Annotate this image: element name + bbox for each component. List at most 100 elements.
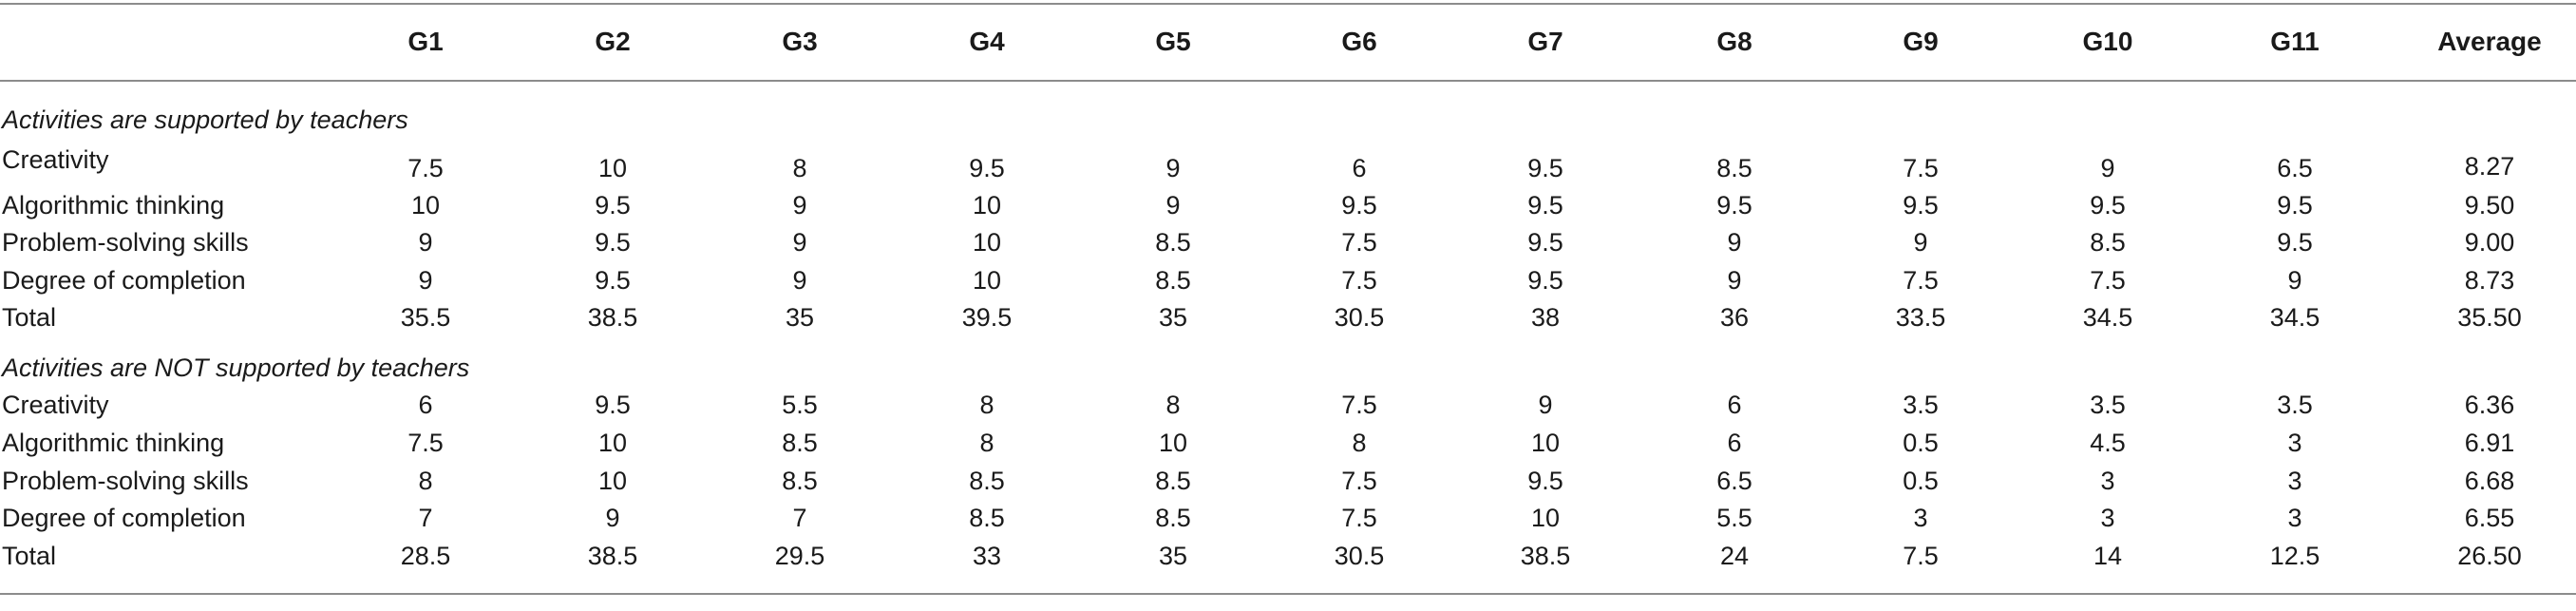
- table-cell: 9: [1165, 191, 1181, 220]
- table-cell: 35.5: [400, 303, 451, 332]
- table-row: Creativity 6 9.5 5.5 8 8 7.5 9 6 3.5 3.5…: [0, 388, 2576, 422]
- table-row: Problem-solving skills 8 10 8.5 8.5 8.5 …: [0, 464, 2576, 498]
- table-cell-average: 6.55: [2464, 504, 2515, 532]
- table-cell: 8.5: [1155, 467, 1191, 495]
- table-cell: 9.5: [595, 228, 631, 257]
- table-cell: 24: [1719, 542, 1750, 570]
- table-cell: 9: [1165, 154, 1181, 182]
- table-cell: 9: [792, 228, 807, 257]
- table-cell: 8: [1352, 429, 1367, 457]
- table-cell: 7.5: [1341, 467, 1377, 495]
- table-cell: 38.5: [587, 303, 638, 332]
- table-cell: 9.5: [1527, 191, 1563, 220]
- table-cell: 10: [972, 266, 1002, 295]
- table-cell: 8: [792, 154, 807, 182]
- table-cell: 8.5: [1155, 266, 1191, 295]
- table-cell: 3.5: [2277, 391, 2313, 419]
- column-header-g2: G2: [595, 27, 631, 56]
- row-label: Problem-solving skills: [2, 228, 249, 257]
- table-cell: 9: [1538, 391, 1553, 419]
- table-cell: 0.5: [1903, 467, 1939, 495]
- table-cell: 9.5: [2090, 191, 2126, 220]
- table-cell: 9.5: [595, 191, 631, 220]
- table-cell: 9.5: [1527, 228, 1563, 257]
- table-cell: 7.5: [1903, 266, 1939, 295]
- table-cell: 7.5: [1341, 228, 1377, 257]
- table-cell-average: 8.27: [2464, 152, 2515, 181]
- table-cell: 9: [2100, 154, 2115, 182]
- table-cell: 38.5: [1520, 542, 1571, 570]
- table-cell: 28.5: [400, 542, 451, 570]
- column-header-g6: G6: [1341, 27, 1377, 56]
- table-cell: 5.5: [1716, 504, 1752, 532]
- table-cell: 3.5: [1903, 391, 1939, 419]
- table-cell: 33.5: [1895, 303, 1946, 332]
- table-cell: 8.5: [782, 429, 818, 457]
- table-cell: 3: [2287, 429, 2302, 457]
- table-cell: 9.5: [595, 391, 631, 419]
- table-cell: 7.5: [1341, 266, 1377, 295]
- table-cell: 8.5: [969, 467, 1005, 495]
- table-cell: 38: [1530, 303, 1561, 332]
- row-label: Problem-solving skills: [2, 467, 249, 495]
- table-cell-average: 6.91: [2464, 429, 2515, 457]
- table-cell: 30.5: [1334, 542, 1385, 570]
- table-cell: 9: [1913, 228, 1928, 257]
- column-header-g8: G8: [1716, 27, 1752, 56]
- table-cell: 33: [972, 542, 1002, 570]
- table-row: Creativity 7.5 10 8 9.5 9 6 9.5 8.5 7.5 …: [0, 145, 2576, 185]
- table-cell: 10: [972, 191, 1002, 220]
- table-cell-average: 6.68: [2464, 467, 2515, 495]
- table-cell: 9.5: [2277, 228, 2313, 257]
- table-cell-average: 6.36: [2464, 391, 2515, 419]
- table-cell: 6: [1727, 429, 1742, 457]
- table-cell-average: 8.73: [2464, 266, 2515, 295]
- table-cell: 38.5: [587, 542, 638, 570]
- column-header-g7: G7: [1527, 27, 1563, 56]
- table-header: G1 G2 G3 G4 G5 G6 G7 G8 G9 G10 G11 Avera…: [0, 23, 2576, 61]
- table-cell-average: 9.50: [2464, 191, 2515, 220]
- table-cell: 35: [1158, 303, 1188, 332]
- row-label: Creativity: [2, 145, 109, 174]
- table-cell: 10: [1530, 429, 1561, 457]
- table-cell: 36: [1719, 303, 1750, 332]
- table-cell: 9: [605, 504, 620, 532]
- table-cell: 9: [418, 266, 433, 295]
- table-cell: 8.5: [782, 467, 818, 495]
- header-rule: [0, 80, 2576, 82]
- row-label: Algorithmic thinking: [2, 191, 225, 220]
- table-cell: 8: [979, 391, 994, 419]
- table-cell-average: 9.00: [2464, 228, 2515, 257]
- table-cell: 6.5: [2277, 154, 2313, 182]
- column-header-g3: G3: [782, 27, 818, 56]
- table-cell: 7.5: [1341, 504, 1377, 532]
- table-cell: 8.5: [969, 504, 1005, 532]
- table-cell: 9: [792, 266, 807, 295]
- column-header-g9: G9: [1903, 27, 1939, 56]
- table-cell: 3: [2287, 467, 2302, 495]
- table-row: Problem-solving skills 9 9.5 9 10 8.5 7.…: [0, 225, 2576, 259]
- table-cell: 6: [418, 391, 433, 419]
- table-cell: 3: [2287, 504, 2302, 532]
- table-cell: 7: [792, 504, 807, 532]
- table-cell: 6.5: [1716, 467, 1752, 495]
- row-label: Total: [2, 303, 57, 332]
- row-label: Creativity: [2, 391, 109, 419]
- table-cell: 5.5: [782, 391, 818, 419]
- row-label: Degree of completion: [2, 504, 246, 532]
- table-cell: 10: [410, 191, 441, 220]
- table-cell: 8.5: [1716, 154, 1752, 182]
- table-cell: 10: [597, 429, 628, 457]
- column-header-g5: G5: [1155, 27, 1191, 56]
- table-cell: 9: [1727, 266, 1742, 295]
- column-header-average: Average: [2437, 27, 2542, 56]
- table-cell: 9.5: [1527, 154, 1563, 182]
- table-cell: 6: [1352, 154, 1367, 182]
- column-header-g11: G11: [2270, 27, 2320, 56]
- table-cell: 8: [418, 467, 433, 495]
- table-cell: 7.5: [1903, 154, 1939, 182]
- table-cell: 9.5: [1341, 191, 1377, 220]
- table-cell: 9: [1727, 228, 1742, 257]
- table-cell: 9: [418, 228, 433, 257]
- table-row-total: Total 28.5 38.5 29.5 33 35 30.5 38.5 24 …: [0, 539, 2576, 573]
